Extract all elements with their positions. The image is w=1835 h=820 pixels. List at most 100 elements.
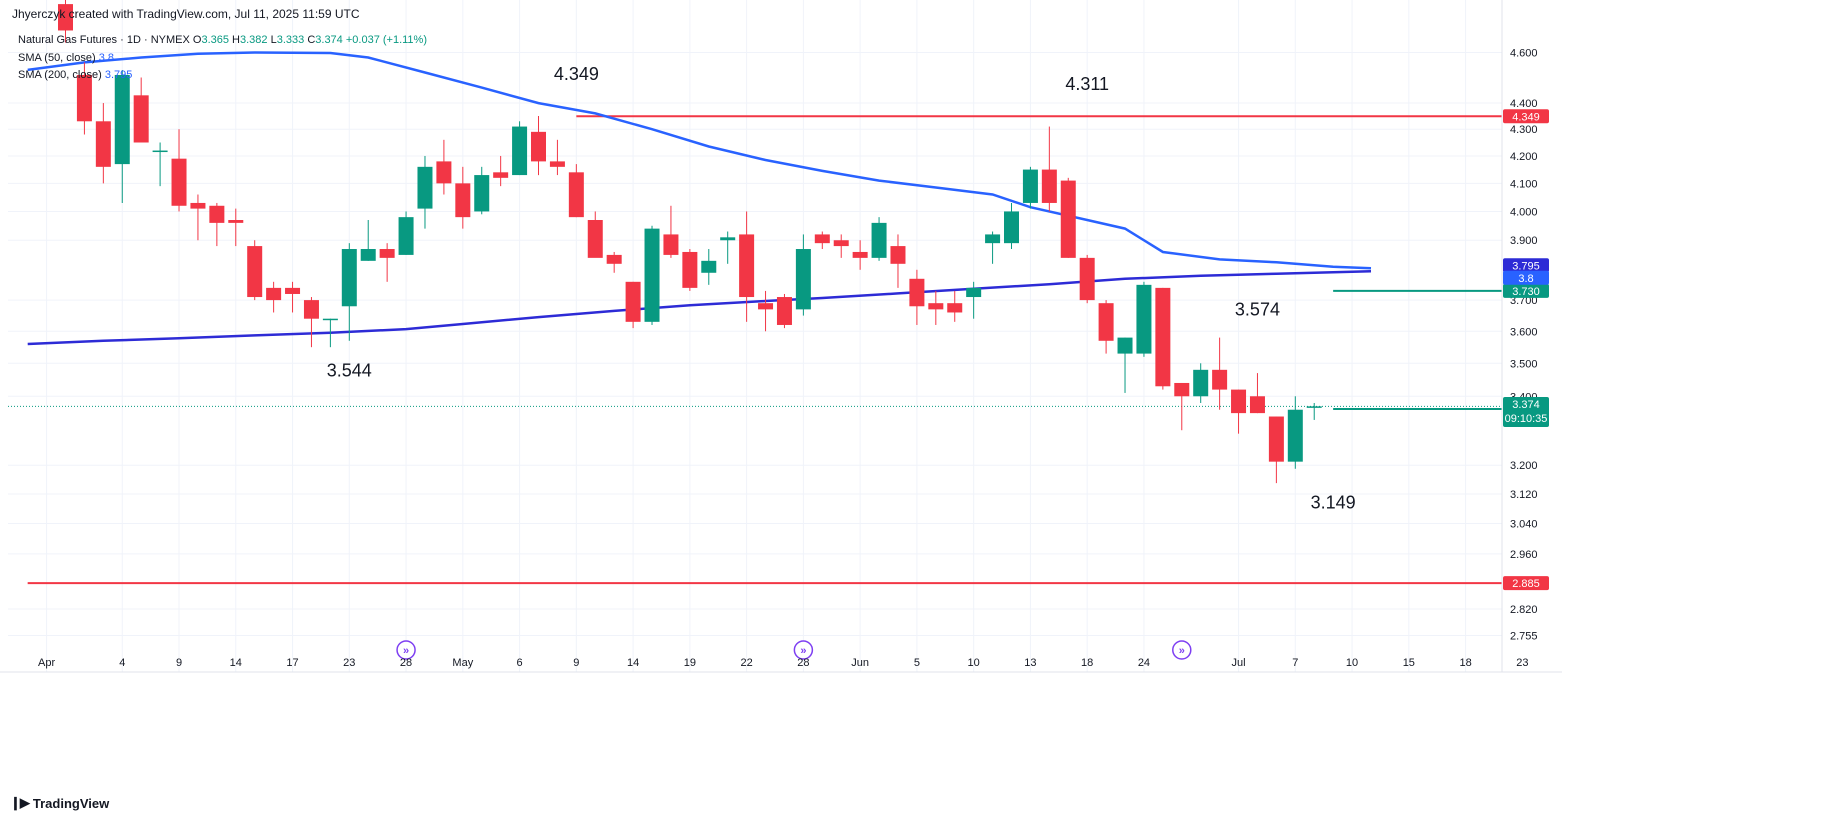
candle-body bbox=[531, 131, 546, 162]
legend-sep: · bbox=[143, 34, 148, 46]
candle bbox=[474, 166, 490, 215]
price-axis-tick: 3.600 bbox=[1510, 326, 1538, 338]
candle bbox=[947, 290, 963, 322]
candle-body bbox=[928, 303, 944, 310]
candle bbox=[701, 249, 717, 285]
price-axis-tick: 3.500 bbox=[1510, 358, 1538, 370]
candle bbox=[549, 139, 565, 176]
candle-body bbox=[1136, 284, 1152, 354]
candle-body bbox=[322, 318, 338, 321]
candle bbox=[606, 251, 622, 273]
candle-body bbox=[303, 300, 319, 319]
candle-body bbox=[1306, 406, 1322, 408]
axis-tag-3.795 bbox=[1503, 258, 1549, 273]
candle bbox=[398, 211, 414, 255]
sma200-value: 3.795 bbox=[104, 69, 133, 81]
time-axis-tick: Apr bbox=[38, 657, 55, 669]
event-marker[interactable]: » bbox=[1172, 640, 1192, 660]
price-axis-tick: 3.700 bbox=[1510, 295, 1538, 307]
candle bbox=[909, 269, 925, 325]
event-circle[interactable] bbox=[1172, 640, 1192, 660]
candle-body bbox=[701, 260, 717, 273]
candle bbox=[587, 211, 603, 258]
event-arrow-icon: » bbox=[403, 645, 409, 657]
candle-body bbox=[549, 161, 565, 167]
candle-body bbox=[1231, 389, 1247, 414]
event-marker[interactable]: » bbox=[396, 640, 416, 660]
moving-averages bbox=[27, 51, 1372, 346]
candle bbox=[795, 234, 811, 316]
candle bbox=[928, 290, 944, 325]
sma50-legend[interactable]: SMA (50, close) 3.8 bbox=[18, 52, 114, 64]
time-axis-tick: 23 bbox=[343, 657, 355, 669]
time-axis-tick: 6 bbox=[517, 657, 523, 669]
candle-body bbox=[398, 217, 414, 255]
time-axis-tick: 18 bbox=[1459, 657, 1471, 669]
candle bbox=[1268, 416, 1284, 484]
sma50-value: 3.8 bbox=[98, 52, 114, 64]
candle-body bbox=[266, 287, 282, 301]
price-axis-tick: 4.200 bbox=[1510, 151, 1538, 163]
candle-body bbox=[871, 222, 887, 258]
tradingview-brand[interactable]: ❙▶ TradingView bbox=[10, 795, 109, 811]
brand-name: TradingView bbox=[32, 795, 110, 811]
candle-body bbox=[1004, 211, 1019, 244]
price-axis-tick: 2.755 bbox=[1510, 631, 1538, 643]
time-axis-tick: May bbox=[452, 657, 473, 669]
candle bbox=[76, 62, 92, 135]
candle bbox=[152, 142, 168, 187]
symbol-interval: 1D bbox=[126, 34, 141, 46]
time-axis-tick: 19 bbox=[684, 657, 696, 669]
candle bbox=[1041, 126, 1057, 212]
candle-body bbox=[1098, 303, 1114, 341]
candle bbox=[114, 69, 130, 203]
candle-body bbox=[947, 303, 963, 313]
time-axis[interactable]: Apr 4 9 14 17 23 28 May 6 9 14 19 22 28 Jun 5 10 13 18 24 Ju… bbox=[0, 657, 1562, 673]
candle bbox=[1079, 254, 1095, 304]
event-circle[interactable] bbox=[793, 640, 814, 660]
price-axis-tick: 3.120 bbox=[1510, 489, 1538, 501]
ohlc-high: 3.382 bbox=[240, 34, 268, 46]
event-marker[interactable]: » bbox=[793, 640, 814, 660]
candle bbox=[1174, 382, 1190, 431]
candle bbox=[1306, 402, 1322, 420]
candle-body bbox=[1155, 287, 1171, 387]
candle-body bbox=[247, 246, 263, 298]
candle-body bbox=[190, 202, 206, 209]
candle bbox=[493, 155, 509, 187]
candle-body bbox=[1022, 169, 1038, 203]
candle-body bbox=[890, 246, 906, 264]
price-axis-tick: 3.900 bbox=[1510, 235, 1538, 247]
event-circle[interactable] bbox=[396, 640, 416, 660]
candle bbox=[814, 231, 830, 250]
candle-body bbox=[1174, 382, 1190, 397]
event-markers[interactable]: » » » bbox=[396, 640, 1192, 660]
time-axis-tick: 23 bbox=[1516, 657, 1528, 669]
price-axis-tick: 4.300 bbox=[1510, 124, 1538, 136]
candle bbox=[247, 240, 263, 301]
candle bbox=[1287, 396, 1303, 469]
symbol-legend[interactable]: Natural Gas Futures · 1D · NYMEX O3.365 … bbox=[18, 34, 427, 46]
sma50-line bbox=[27, 51, 1372, 270]
time-axis-tick: 10 bbox=[968, 657, 980, 669]
sma200-line bbox=[27, 270, 1372, 346]
horizontal-levels bbox=[8, 115, 1502, 585]
candle bbox=[133, 77, 149, 143]
candle bbox=[1022, 166, 1038, 209]
candle bbox=[95, 103, 111, 184]
candle bbox=[682, 249, 698, 291]
symbol-name: Natural Gas Futures bbox=[18, 34, 118, 46]
candle bbox=[625, 281, 641, 329]
candle bbox=[1231, 389, 1247, 434]
annotation-3.544: 3.544 bbox=[327, 360, 372, 380]
price-axis[interactable]: 4.600 4.400 4.300 4.200 4.100 4.000 3.900 3.700… bbox=[1501, 0, 1538, 672]
candle bbox=[1193, 363, 1209, 403]
time-axis-tick: 18 bbox=[1081, 657, 1093, 669]
price-axis-tick: 3.200 bbox=[1510, 460, 1538, 472]
sma200-legend[interactable]: SMA (200, close) 3.795 bbox=[18, 69, 132, 81]
candle-body bbox=[587, 220, 603, 258]
level-tag-text-4.349: 4.349 bbox=[1512, 111, 1540, 123]
candle bbox=[171, 129, 187, 212]
candle-body bbox=[474, 175, 490, 212]
